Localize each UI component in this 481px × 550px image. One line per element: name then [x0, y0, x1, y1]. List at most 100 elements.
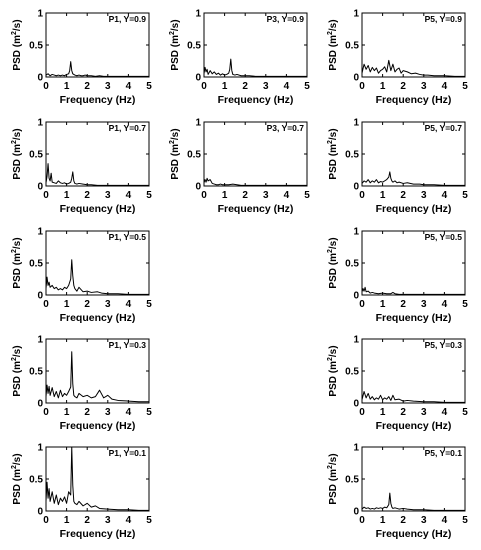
x-tick-label: 5 [462, 407, 468, 418]
x-axis-label: Frequency (Hz) [218, 94, 294, 106]
y-tick-label: 0.5 [345, 367, 359, 378]
panel-annotation: P5, Y=0.7 [425, 123, 463, 133]
panel-p5-y03: 0 1 2 3 4 5 0 0.5 1 P5, Y=0.3 Frequency (Hz) PSD (m… [327, 335, 468, 433]
x-tick-label: 1 [64, 190, 70, 201]
panel-annotation: P1, Y=0.7 [109, 123, 147, 133]
x-tick-label: 4 [442, 190, 448, 201]
y-tick-label: 0 [195, 73, 201, 84]
y-tick-label: 0.5 [29, 367, 43, 378]
x-tick-label: 2 [400, 81, 406, 92]
y-axis-label: PSD (m2/s) [11, 237, 23, 288]
x-axis-label: Frequency (Hz) [60, 94, 136, 106]
x-tick-label: 1 [64, 515, 70, 526]
y-tick-label: 1 [37, 9, 43, 20]
x-tick-label: 4 [284, 190, 290, 201]
x-tick-label: 5 [146, 407, 152, 418]
x-tick-label: 4 [126, 81, 132, 92]
y-tick-label: 0 [37, 291, 43, 302]
y-tick-label: 1 [37, 227, 43, 238]
y-tick-label: 0.5 [29, 41, 43, 52]
panel-p1-y09: 0 1 2 3 4 5 0 0.5 1 P1, Y=0.9 Frequency (Hz) PSD (m… [11, 9, 152, 107]
y-tick-label: 1 [195, 9, 201, 20]
panel-p3-y09: 0 1 2 3 4 5 0 0.5 1 P3, Y=0.9 Frequency (Hz) PSD (m… [169, 9, 310, 107]
x-tick-label: 3 [421, 81, 427, 92]
x-axis-label: Frequency (Hz) [60, 312, 136, 324]
x-tick-label: 0 [201, 190, 207, 201]
x-tick-label: 0 [359, 407, 365, 418]
panel-annotation: P3, Y=0.9 [267, 14, 305, 24]
y-tick-label: 0.5 [187, 41, 201, 52]
panel-p5-y05: 0 1 2 3 4 5 0 0.5 1 P5, Y=0.5 Frequency (Hz) PSD (m… [327, 227, 468, 325]
y-tick-label: 0 [353, 182, 359, 193]
x-tick-label: 3 [421, 515, 427, 526]
x-axis-label: Frequency (Hz) [218, 203, 294, 215]
x-tick-label: 0 [43, 81, 49, 92]
y-tick-label: 1 [353, 227, 359, 238]
x-tick-label: 3 [105, 407, 111, 418]
psd-series-line [45, 259, 149, 295]
panel-annotation: P3, Y=0.7 [267, 123, 305, 133]
panel-annotation: P1, Y=0.5 [109, 232, 147, 242]
x-tick-label: 4 [126, 190, 132, 201]
y-tick-label: 1 [195, 118, 201, 129]
x-tick-label: 2 [84, 515, 90, 526]
x-tick-label: 3 [263, 81, 269, 92]
y-tick-label: 0 [353, 399, 359, 410]
x-tick-label: 3 [105, 81, 111, 92]
x-tick-label: 1 [380, 299, 386, 310]
x-tick-label: 5 [304, 190, 310, 201]
x-tick-label: 1 [380, 190, 386, 201]
panel-p5-y01: 0 1 2 3 4 5 0 0.5 1 P5, Y=0.1 Frequency (Hz) PSD (m… [327, 443, 468, 541]
x-tick-label: 0 [201, 81, 207, 92]
y-tick-label: 1 [37, 118, 43, 129]
y-tick-label: 0.5 [345, 150, 359, 161]
psd-series-line [361, 390, 465, 403]
panel-annotation: P1, Y=0.1 [109, 448, 147, 458]
panel-annotation: P5, Y=0.3 [425, 340, 463, 350]
x-axis-label: Frequency (Hz) [376, 420, 452, 432]
y-tick-label: 1 [353, 118, 359, 129]
y-tick-label: 0.5 [29, 259, 43, 270]
y-tick-label: 0.5 [29, 475, 43, 486]
psd-series-line [361, 286, 465, 295]
y-tick-label: 0 [37, 507, 43, 518]
psd-series-line [361, 492, 465, 511]
y-tick-label: 0 [353, 291, 359, 302]
x-tick-label: 2 [400, 515, 406, 526]
x-tick-label: 1 [64, 407, 70, 418]
y-axis-label: PSD (m2/s) [169, 128, 181, 179]
y-tick-label: 1 [353, 335, 359, 346]
y-tick-label: 0.5 [345, 475, 359, 486]
x-tick-label: 0 [43, 407, 49, 418]
x-tick-label: 3 [263, 190, 269, 201]
y-tick-label: 1 [353, 9, 359, 20]
y-tick-label: 0 [37, 73, 43, 84]
x-tick-label: 0 [359, 190, 365, 201]
x-tick-label: 2 [84, 299, 90, 310]
x-axis-label: Frequency (Hz) [376, 94, 452, 106]
x-tick-label: 3 [421, 190, 427, 201]
x-tick-label: 2 [84, 190, 90, 201]
x-tick-label: 4 [284, 81, 290, 92]
x-axis-label: Frequency (Hz) [60, 203, 136, 215]
panel-annotation: P5, Y=0.9 [425, 14, 463, 24]
panel-p1-y07: 0 1 2 3 4 5 0 0.5 1 P1, Y=0.7 Frequency (Hz) PSD (m… [11, 118, 152, 216]
x-tick-label: 5 [146, 81, 152, 92]
x-tick-label: 4 [442, 407, 448, 418]
x-tick-label: 0 [43, 515, 49, 526]
x-tick-label: 5 [146, 190, 152, 201]
y-axis-label: PSD (m2/s) [11, 453, 23, 504]
panel-annotation: P5, Y=0.1 [425, 448, 463, 458]
y-tick-label: 0.5 [345, 41, 359, 52]
y-tick-label: 1 [353, 443, 359, 454]
y-axis-label: PSD (m2/s) [327, 128, 339, 179]
panel-p3-y07: 0 1 2 3 4 5 0 0.5 1 P3, Y=0.7 Frequency (Hz) PSD (m… [169, 118, 310, 216]
y-tick-label: 0 [37, 399, 43, 410]
x-tick-label: 3 [421, 407, 427, 418]
x-tick-label: 3 [105, 515, 111, 526]
panel-annotation: P1, Y=0.3 [109, 340, 147, 350]
x-tick-label: 0 [43, 190, 49, 201]
x-tick-label: 3 [105, 299, 111, 310]
x-tick-label: 1 [64, 81, 70, 92]
